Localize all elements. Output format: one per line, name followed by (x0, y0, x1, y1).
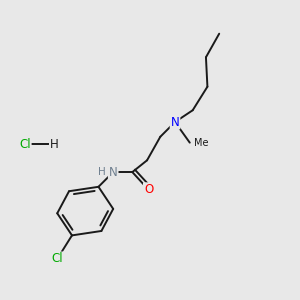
Text: O: O (144, 183, 153, 196)
Text: Cl: Cl (19, 138, 31, 151)
Text: N: N (109, 166, 118, 178)
Text: Me: Me (194, 138, 209, 148)
Text: Cl: Cl (51, 252, 63, 266)
Text: H: H (98, 167, 105, 177)
Text: N: N (171, 116, 179, 128)
Text: H: H (50, 138, 59, 151)
